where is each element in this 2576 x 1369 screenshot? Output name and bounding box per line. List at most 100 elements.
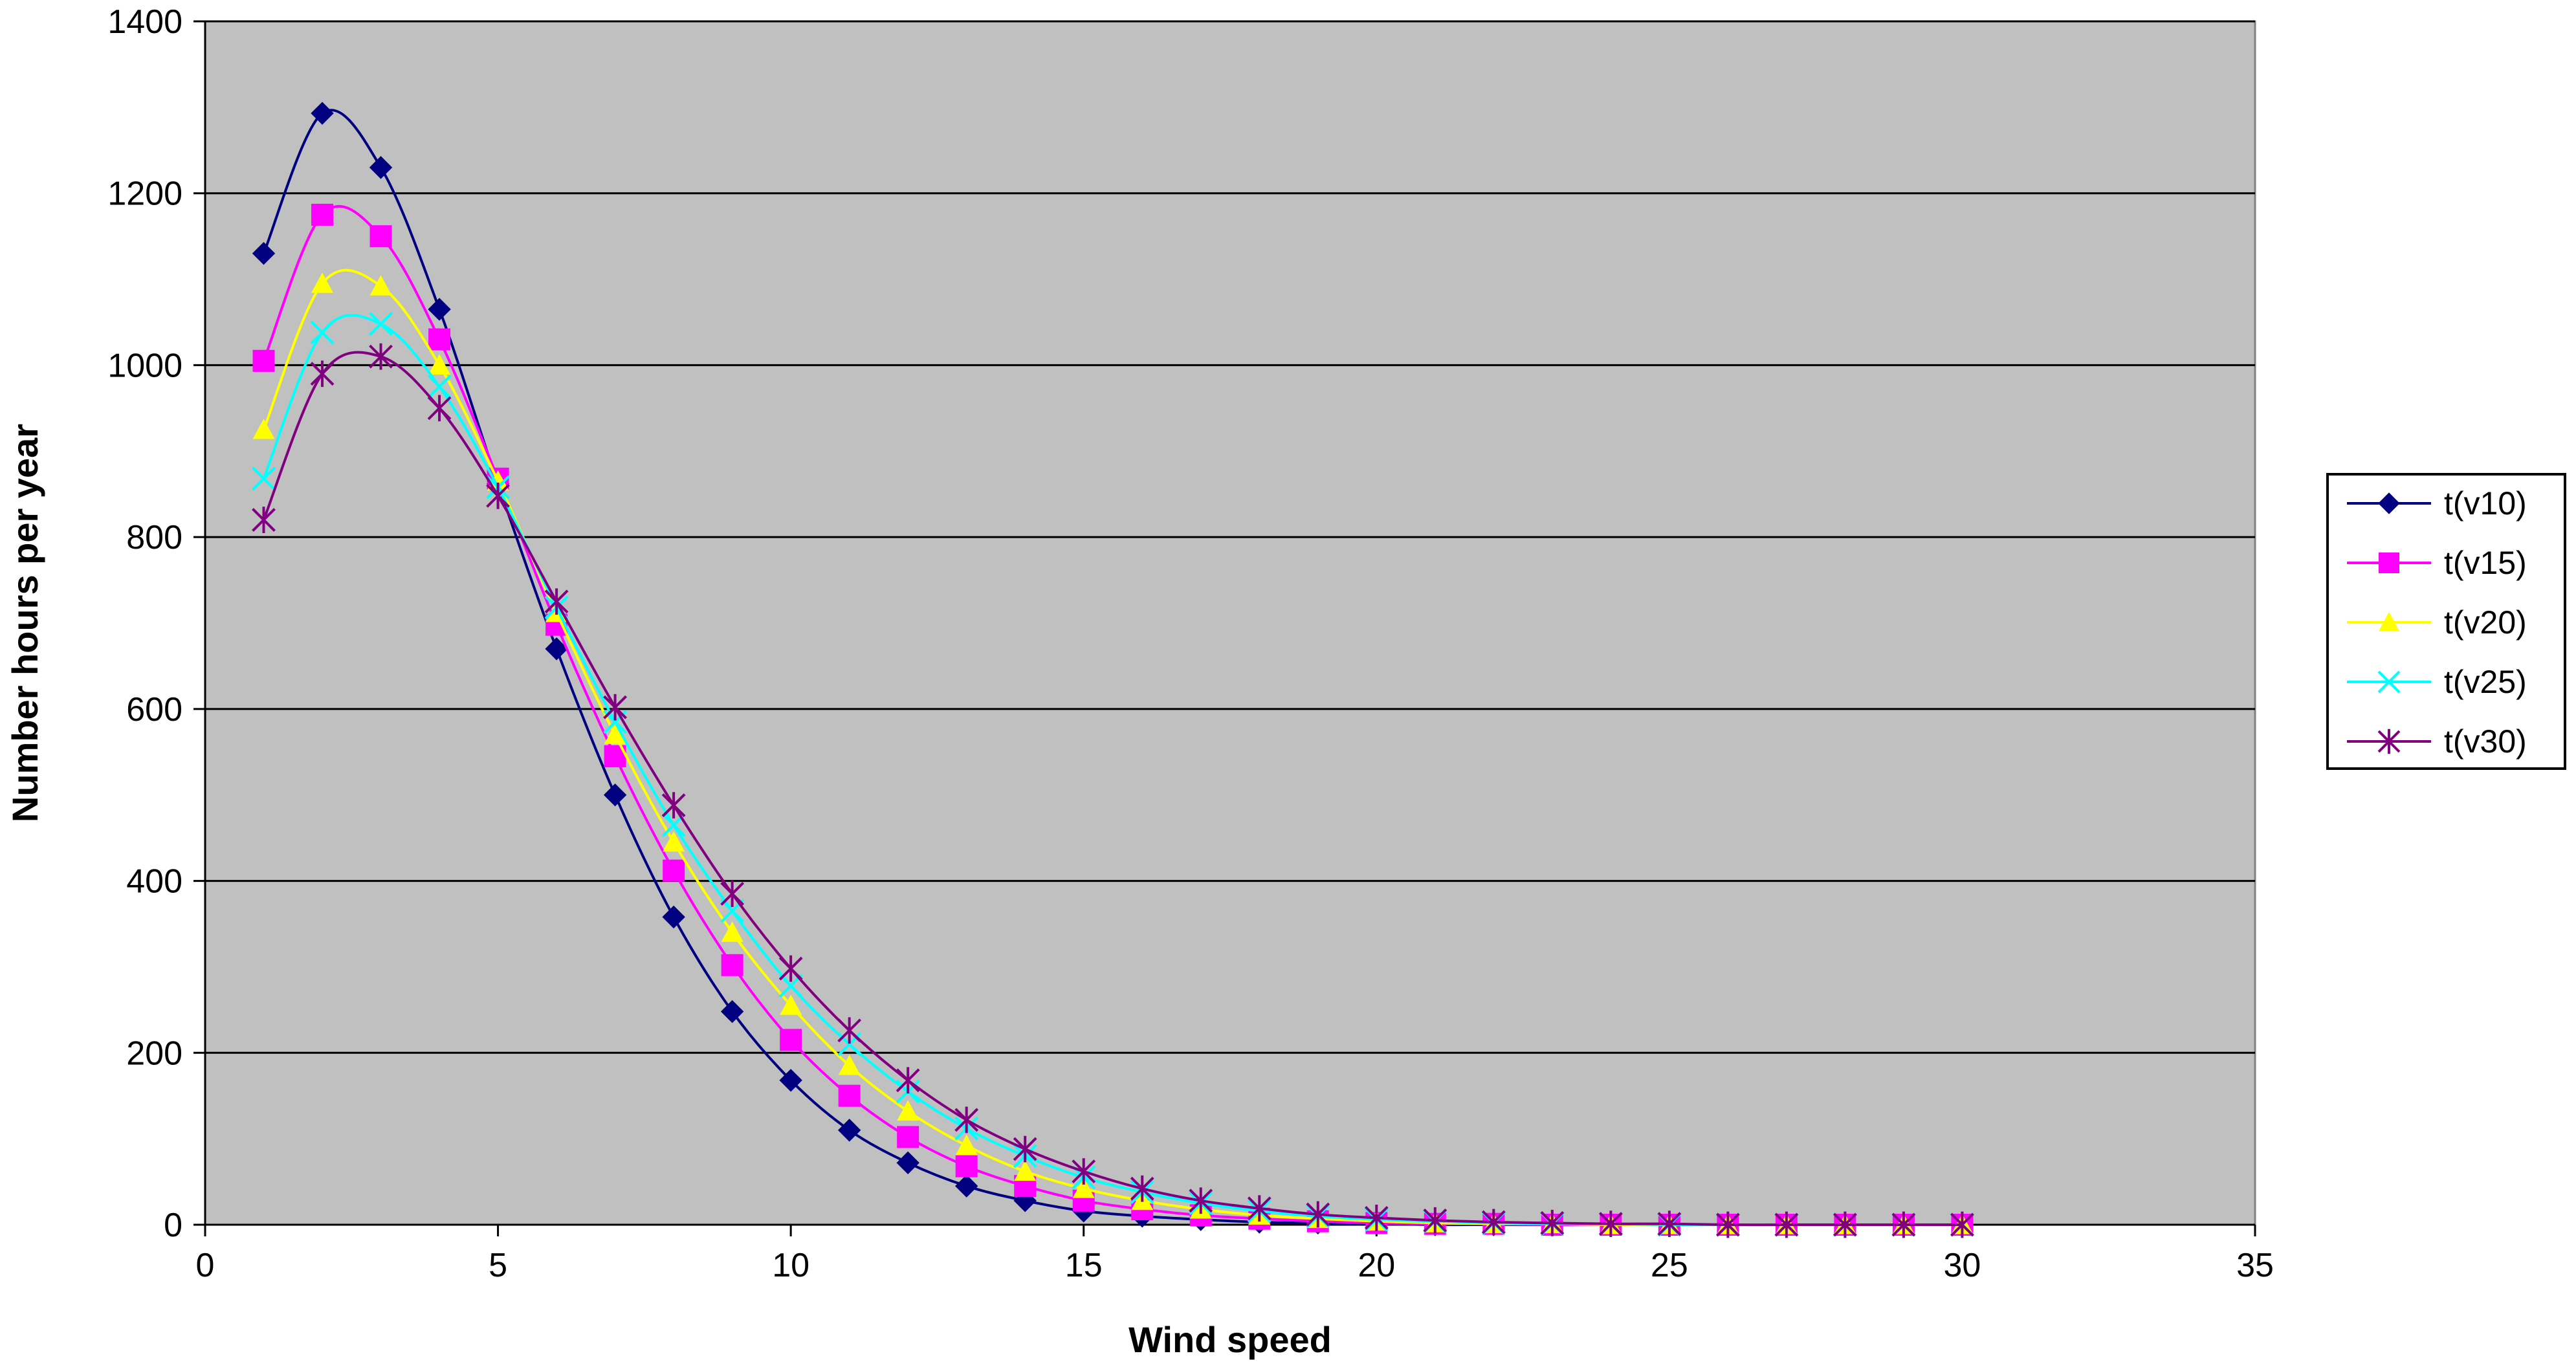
data-point <box>663 859 685 882</box>
data-point <box>897 1100 919 1121</box>
data-point <box>1540 1209 1565 1236</box>
series-t(v30) <box>252 343 1974 1238</box>
data-point <box>1247 1195 1271 1222</box>
data-point <box>955 1155 978 1177</box>
data-point <box>661 792 686 819</box>
legend-label: t(v20) <box>2444 604 2527 641</box>
legend: t(v10) t(v15) t(v20) t(v25) t(v30) <box>2326 473 2566 770</box>
data-point <box>896 1067 920 1094</box>
y-tick-label: 200 <box>126 1035 182 1072</box>
y-axis: 0 200 400 600 800 1000 1200 1400 <box>107 3 206 1244</box>
data-point <box>1072 1158 1096 1185</box>
data-point <box>720 1000 744 1024</box>
y-tick-label: 400 <box>126 863 182 901</box>
data-point <box>603 694 628 721</box>
y-tick-label: 1000 <box>107 347 182 384</box>
x-tick-label: 5 <box>489 1247 507 1284</box>
x-tick-label: 0 <box>196 1247 215 1284</box>
data-point <box>778 955 803 982</box>
plot-area <box>204 20 2256 1226</box>
data-point <box>955 1134 978 1155</box>
legend-item: t(v10) <box>2347 485 2527 521</box>
data-point <box>311 102 334 125</box>
data-point <box>897 1126 919 1148</box>
marker-stroke <box>310 320 335 345</box>
data-point <box>2378 492 2400 514</box>
data-point <box>486 482 510 509</box>
data-point <box>1715 1211 1740 1238</box>
data-point <box>427 395 452 422</box>
data-point <box>2379 612 2399 631</box>
x-tick-label: 35 <box>2236 1247 2274 1284</box>
data-point <box>663 831 685 852</box>
data-point <box>1423 1207 1448 1234</box>
data-point <box>369 312 393 336</box>
data-point <box>1014 1160 1037 1181</box>
data-point <box>310 320 335 345</box>
data-point <box>1072 1177 1095 1198</box>
data-point <box>896 1151 919 1175</box>
data-point <box>428 354 451 375</box>
legend-label: t(v10) <box>2444 485 2527 521</box>
marker-stroke <box>2377 670 2401 694</box>
data-point <box>721 921 743 942</box>
data-point <box>2377 670 2401 694</box>
data-point <box>311 203 334 226</box>
x-tick-label: 15 <box>1065 1247 1103 1284</box>
x-axis: 0 5 10 15 20 25 30 35 <box>196 1223 2274 1284</box>
legend-label: t(v15) <box>2444 545 2527 581</box>
data-point <box>544 588 569 615</box>
data-point <box>1833 1211 1857 1238</box>
data-point <box>837 1017 862 1044</box>
data-point <box>1189 1187 1213 1214</box>
data-point <box>604 723 626 745</box>
data-point <box>252 466 276 491</box>
data-point <box>252 507 276 533</box>
data-point <box>780 1029 802 1051</box>
y-tick-label: 800 <box>126 519 182 556</box>
data-point <box>1774 1211 1799 1238</box>
x-tick-label: 20 <box>1358 1247 1395 1284</box>
marker-stroke <box>369 312 393 336</box>
y-tick-label: 1200 <box>107 175 182 213</box>
data-point <box>369 156 393 179</box>
data-point <box>252 349 275 372</box>
y-axis-title: Number hours per year <box>5 424 45 822</box>
legend-label: t(v25) <box>2444 664 2527 700</box>
data-point <box>837 1119 861 1142</box>
data-point <box>2379 553 2399 573</box>
data-point <box>428 298 451 321</box>
data-point <box>252 242 276 265</box>
grid-lines <box>205 20 2255 1054</box>
data-point <box>1891 1211 1916 1238</box>
data-point <box>1950 1211 1974 1238</box>
data-point <box>603 783 627 807</box>
data-point <box>1657 1210 1682 1238</box>
data-point <box>1364 1204 1389 1231</box>
x-axis-title: Wind speed <box>1128 1319 1332 1360</box>
data-point <box>1013 1135 1037 1163</box>
data-point <box>427 375 452 399</box>
x-tick-label: 30 <box>1944 1247 1981 1284</box>
x-tick-label: 25 <box>1651 1247 1688 1284</box>
legend-item: t(v20) <box>2347 604 2527 641</box>
data-point <box>720 881 745 907</box>
data-point <box>369 275 392 296</box>
y-tick-label: 0 <box>164 1207 182 1244</box>
data-point <box>954 1174 978 1198</box>
y-tick-label: 600 <box>126 691 182 728</box>
data-point <box>311 272 334 293</box>
data-point <box>252 419 275 439</box>
data-point <box>721 954 743 976</box>
data-point <box>838 1084 861 1107</box>
data-point <box>954 1106 979 1134</box>
legend-item: t(v15) <box>2347 545 2527 581</box>
data-point <box>1481 1209 1506 1236</box>
data-point <box>428 328 451 351</box>
data-point <box>838 1055 861 1075</box>
data-point <box>1306 1201 1330 1228</box>
data-point <box>2377 728 2401 754</box>
data-point <box>1598 1210 1623 1238</box>
data-point <box>369 343 393 370</box>
